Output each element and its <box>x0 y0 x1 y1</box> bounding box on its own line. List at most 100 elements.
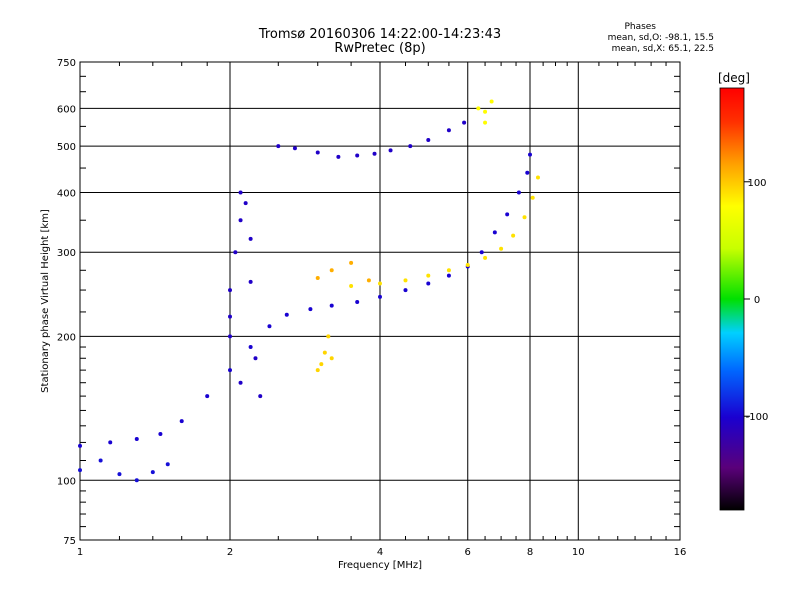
data-point <box>326 334 331 339</box>
data-point <box>530 195 535 200</box>
data-point <box>522 215 527 220</box>
data-point <box>248 236 253 241</box>
x-tick-label: 8 <box>527 547 533 558</box>
data-point <box>499 246 504 251</box>
data-point <box>426 281 431 286</box>
data-point <box>492 230 497 235</box>
data-point <box>292 146 297 151</box>
data-point <box>243 201 248 206</box>
data-point <box>98 458 103 463</box>
x-tick-label: 2 <box>227 547 233 558</box>
data-point <box>205 394 210 399</box>
data-point <box>258 394 263 399</box>
x-tick-label: 10 <box>572 547 585 558</box>
data-point <box>315 368 320 373</box>
data-point <box>78 468 82 473</box>
data-point <box>134 436 139 441</box>
data-point <box>408 144 413 149</box>
y-tick-label: 750 <box>57 58 76 69</box>
x-tick-label: 4 <box>377 547 383 558</box>
data-point <box>319 362 324 367</box>
y-tick-label: 400 <box>57 188 76 199</box>
data-point <box>403 278 408 283</box>
y-tick-label: 75 <box>63 536 76 547</box>
data-point <box>366 278 371 283</box>
y-tick-label: 200 <box>57 332 76 343</box>
data-point <box>349 283 354 288</box>
axis-ticks: 1 2 4 6 8 10 16 75 100 200 300 400 500 600 750 <box>57 58 686 558</box>
data-point <box>483 120 488 125</box>
data-point <box>372 151 377 156</box>
data-point <box>150 470 155 475</box>
data-point <box>426 273 431 278</box>
data-point <box>238 380 243 385</box>
data-point <box>349 260 354 265</box>
y-tick-label: 100 <box>57 476 76 487</box>
data-point <box>476 106 481 111</box>
data-point <box>233 250 238 255</box>
data-point <box>535 175 540 180</box>
x-tick-label: 16 <box>674 547 687 558</box>
data-point <box>511 233 516 238</box>
data-point <box>355 300 360 305</box>
data-point <box>228 368 232 373</box>
phase-stats-o: mean, sd,O: -98.1, 15.5 <box>607 33 714 43</box>
data-point <box>329 268 334 273</box>
data-point <box>78 443 82 448</box>
data-point <box>329 303 334 308</box>
data-point <box>228 288 232 293</box>
chart-subtitle: RwPretec (8p) <box>334 41 426 56</box>
colorbar-tick-label: 0 <box>754 295 760 306</box>
grid-lines <box>80 62 680 540</box>
colorbar-ticks: -100 0 100 <box>744 178 768 423</box>
data-point <box>117 472 122 477</box>
data-point <box>108 440 113 445</box>
data-point <box>483 255 488 260</box>
data-point <box>315 275 320 280</box>
data-point <box>329 356 334 361</box>
data-point <box>403 288 408 293</box>
data-point <box>426 138 431 143</box>
chart-title: Tromsø 20160306 14:22:00-14:23:43 <box>258 27 502 42</box>
data-point <box>322 350 327 355</box>
y-tick-label: 600 <box>57 104 76 115</box>
data-point <box>179 419 184 424</box>
data-point <box>238 218 243 223</box>
phase-stats-title: Phases <box>624 22 656 32</box>
data-points <box>78 99 540 483</box>
data-point <box>238 190 243 195</box>
data-point <box>446 128 451 133</box>
y-tick-label: 300 <box>57 248 76 259</box>
data-point <box>276 144 281 149</box>
data-point <box>248 345 253 350</box>
data-point <box>483 109 488 114</box>
colorbar-label: [deg] <box>718 71 750 85</box>
data-point <box>228 314 232 319</box>
data-point <box>462 120 467 125</box>
data-point <box>248 279 253 284</box>
data-point <box>388 148 393 153</box>
data-point <box>465 263 470 268</box>
data-point <box>284 312 289 317</box>
colorbar-tick-label: -100 <box>746 412 769 423</box>
data-point <box>516 190 521 195</box>
phase-stats-x: mean, sd,X: 65.1, 22.5 <box>611 44 714 54</box>
data-point <box>165 462 170 467</box>
data-point <box>158 431 163 436</box>
data-point <box>253 356 258 361</box>
data-point <box>479 250 484 255</box>
data-point <box>134 478 139 483</box>
data-point <box>489 99 494 104</box>
data-point <box>525 170 530 175</box>
data-point <box>446 273 451 278</box>
data-point <box>355 153 360 158</box>
y-axis-label: Stationary phase Virtual Height [km] <box>40 209 51 393</box>
x-tick-label: 1 <box>77 547 83 558</box>
colorbar <box>719 87 745 511</box>
x-tick-label: 6 <box>465 547 471 558</box>
data-point <box>336 154 341 159</box>
data-point <box>446 268 451 273</box>
y-tick-label: 500 <box>57 142 76 153</box>
